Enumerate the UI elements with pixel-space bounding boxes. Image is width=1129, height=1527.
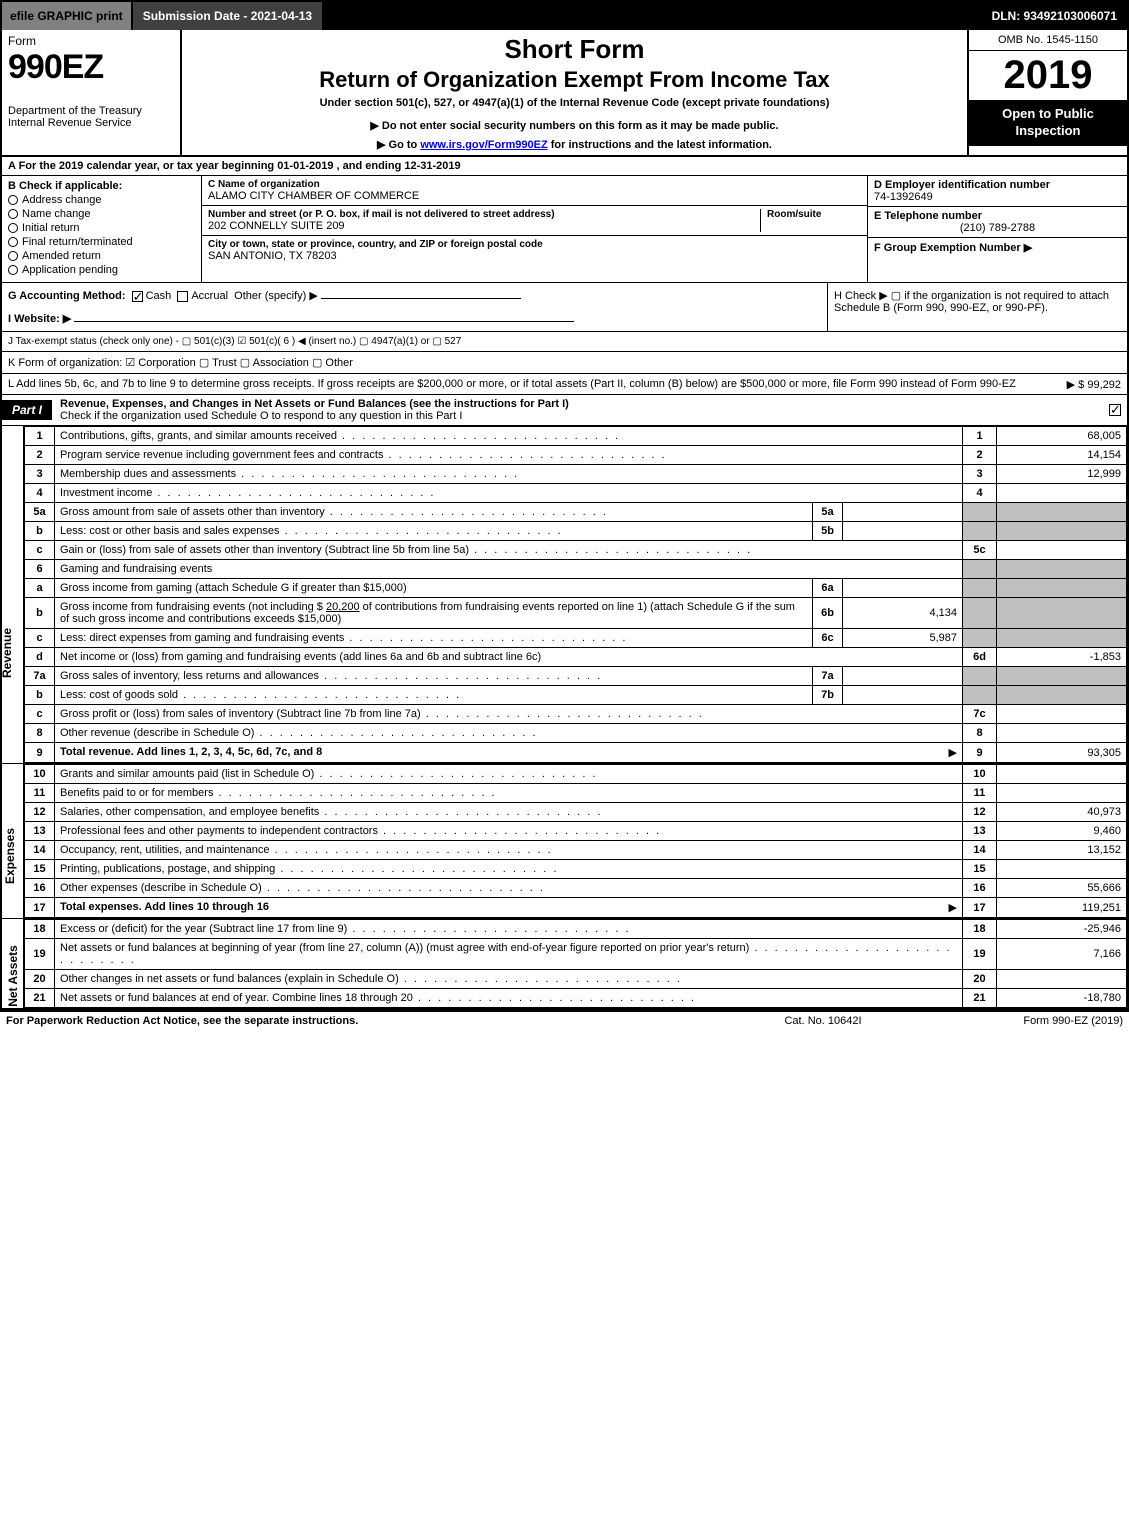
schedule-o-checkbox[interactable]	[1109, 404, 1121, 416]
b-label: B Check if applicable:	[8, 180, 122, 192]
form-subtitle: Under section 501(c), 527, or 4947(a)(1)…	[188, 97, 961, 109]
opt-name-change: Name change	[22, 208, 91, 220]
org-name: ALAMO CITY CHAMBER OF COMMERCE	[208, 190, 861, 202]
tax-year: 2019	[969, 51, 1127, 100]
goto-post: for instructions and the latest informat…	[548, 139, 772, 151]
circle-icon[interactable]	[8, 251, 18, 261]
addr-value: 202 CONNELLY SUITE 209	[208, 220, 754, 232]
opt-initial-return: Initial return	[22, 222, 79, 234]
paperwork-notice: For Paperwork Reduction Act Notice, see …	[6, 1015, 723, 1027]
circle-icon[interactable]	[8, 195, 18, 205]
c-name-label: C Name of organization	[208, 179, 861, 190]
i-website-label: I Website: ▶	[8, 313, 71, 325]
e-phone-value: (210) 789-2788	[874, 222, 1121, 234]
goto-pre: ▶ Go to	[377, 139, 420, 151]
instructions-link-row: ▶ Go to www.irs.gov/Form990EZ for instru…	[188, 138, 961, 151]
netassets-side-label: Net Assets	[2, 919, 24, 1008]
revenue-table: 1Contributions, gifts, grants, and simil…	[24, 426, 1127, 763]
circle-icon[interactable]	[8, 209, 18, 219]
circle-icon[interactable]	[8, 265, 18, 275]
g-label: G Accounting Method:	[8, 290, 126, 302]
g-accrual: Accrual	[191, 290, 228, 302]
short-form-label: Short Form	[188, 34, 961, 65]
l-amount: ▶ $ 99,292	[1067, 378, 1121, 391]
part1-sub: Check if the organization used Schedule …	[60, 410, 462, 422]
efile-print-button[interactable]: efile GRAPHIC print	[2, 2, 133, 30]
d-ein-label: D Employer identification number	[874, 179, 1050, 191]
city-label: City or town, state or province, country…	[208, 239, 861, 250]
top-bar: efile GRAPHIC print Submission Date - 20…	[2, 2, 1127, 30]
opt-application-pending: Application pending	[22, 264, 118, 276]
city-value: SAN ANTONIO, TX 78203	[208, 250, 861, 262]
check-if-applicable: B Check if applicable: Address change Na…	[2, 176, 202, 282]
department: Department of the Treasury Internal Reve…	[8, 105, 174, 129]
g-other: Other (specify) ▶	[234, 290, 318, 302]
page-footer: For Paperwork Reduction Act Notice, see …	[0, 1012, 1129, 1030]
form-ref: Form 990-EZ (2019)	[923, 1015, 1123, 1027]
omb-number: OMB No. 1545-1150	[969, 30, 1127, 51]
submission-date: Submission Date - 2021-04-13	[133, 2, 322, 30]
open-to-public: Open to Public Inspection	[969, 100, 1127, 146]
f-group-label: F Group Exemption Number ▶	[874, 242, 1032, 254]
row-a-tax-year: A For the 2019 calendar year, or tax yea…	[2, 157, 1127, 176]
form-title-block: Short Form Return of Organization Exempt…	[182, 30, 967, 155]
dln: DLN: 93492103006071	[982, 2, 1127, 30]
h-schedule-b: H Check ▶ ▢ if the organization is not r…	[827, 283, 1127, 331]
form-id-block: Form 990EZ Department of the Treasury In…	[2, 30, 182, 155]
addr-label: Number and street (or P. O. box, if mail…	[208, 209, 754, 220]
expenses-table: 10Grants and similar amounts paid (list …	[24, 764, 1127, 918]
ssn-warning: ▶ Do not enter social security numbers o…	[188, 119, 961, 132]
revenue-side-label: Revenue	[2, 426, 24, 763]
circle-icon[interactable]	[8, 237, 18, 247]
cat-no: Cat. No. 10642I	[723, 1015, 923, 1027]
irs-link[interactable]: www.irs.gov/Form990EZ	[420, 139, 547, 151]
checkbox-accrual[interactable]	[177, 291, 188, 302]
l-text: L Add lines 5b, 6c, and 7b to line 9 to …	[8, 378, 1016, 390]
j-tax-exempt: J Tax-exempt status (check only one) - ▢…	[2, 332, 1127, 352]
e-phone-label: E Telephone number	[874, 210, 982, 222]
d-ein-value: 74-1392649	[874, 191, 933, 203]
room-label: Room/suite	[767, 209, 861, 220]
k-form-of-org: K Form of organization: ☑ Corporation ▢ …	[2, 352, 1127, 374]
part1-tag: Part I	[2, 400, 52, 420]
checkbox-cash[interactable]	[132, 291, 143, 302]
expenses-side-label: Expenses	[2, 764, 24, 918]
form-number: 990EZ	[8, 48, 174, 87]
opt-final-return: Final return/terminated	[22, 236, 133, 248]
opt-address-change: Address change	[22, 194, 102, 206]
part1-title: Revenue, Expenses, and Changes in Net As…	[60, 398, 569, 410]
circle-icon[interactable]	[8, 223, 18, 233]
opt-amended-return: Amended return	[22, 250, 101, 262]
g-cash: Cash	[146, 290, 172, 302]
form-title: Return of Organization Exempt From Incom…	[188, 67, 961, 93]
form-word: Form	[8, 34, 174, 48]
l-gross-receipts: L Add lines 5b, 6c, and 7b to line 9 to …	[2, 374, 1127, 395]
netassets-table: 18Excess or (deficit) for the year (Subt…	[24, 919, 1127, 1008]
